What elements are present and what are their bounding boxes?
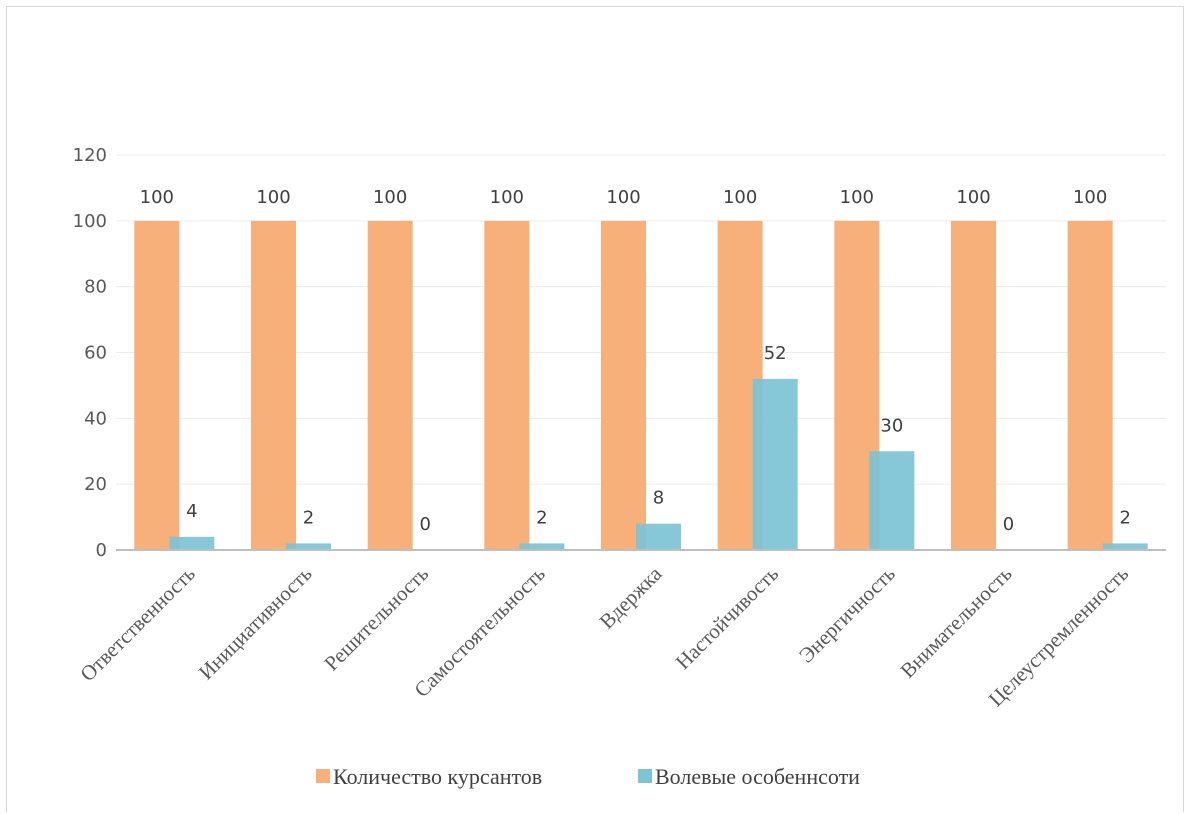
data-label-volevye: 2 — [536, 507, 547, 528]
y-tick-label: 100 — [73, 211, 107, 232]
bar-kolichestvo — [601, 220, 646, 551]
data-label-kolichestvo: 100 — [256, 187, 290, 208]
category-label: Решительность — [319, 562, 433, 676]
bar-kolichestvo — [484, 220, 530, 551]
category-label: Внимательность — [895, 562, 1016, 683]
bar-volevye — [169, 536, 215, 550]
data-label-volevye: 8 — [653, 488, 664, 509]
data-label-kolichestvo: 100 — [723, 187, 757, 208]
data-label-kolichestvo: 100 — [606, 187, 640, 208]
category-label: Энергичность — [794, 562, 900, 668]
data-label-volevye: 30 — [880, 415, 903, 436]
category-label: Вдержка — [595, 561, 667, 633]
bar-volevye — [869, 451, 915, 550]
bar-kolichestvo — [367, 220, 413, 551]
bar-volevye — [636, 523, 681, 550]
bar-kolichestvo — [1067, 220, 1113, 551]
category-label: Самостоятельность — [409, 562, 549, 702]
data-label-volevye: 2 — [303, 507, 314, 528]
bar-volevye — [519, 543, 565, 550]
data-label-kolichestvo: 100 — [373, 187, 407, 208]
bar-volevye — [1102, 543, 1148, 550]
data-label-kolichestvo: 100 — [840, 187, 874, 208]
y-tick-label: 60 — [84, 343, 107, 364]
legend-label: Волевые особеннсоти — [655, 764, 860, 789]
data-label-volevye: 0 — [419, 514, 430, 535]
bar-volevye — [286, 543, 331, 550]
data-label-kolichestvo: 100 — [140, 187, 174, 208]
bar-kolichestvo — [951, 220, 996, 551]
data-label-volevye: 52 — [764, 343, 787, 364]
legend-swatch — [316, 769, 330, 783]
category-label: Инициативность — [194, 562, 317, 685]
y-tick-label: 0 — [96, 540, 107, 561]
y-tick-label: 80 — [84, 277, 107, 298]
data-label-kolichestvo: 100 — [956, 187, 990, 208]
data-label-volevye: 4 — [186, 501, 197, 522]
data-label-volevye: 2 — [1119, 507, 1130, 528]
y-tick-label: 120 — [73, 145, 107, 166]
y-tick-label: 20 — [84, 474, 107, 495]
bar-kolichestvo — [251, 220, 296, 551]
y-tick-label: 40 — [84, 408, 107, 429]
legend-label: Количество курсантов — [333, 764, 542, 789]
data-label-kolichestvo: 100 — [1073, 187, 1107, 208]
category-label: Настойчивость — [671, 562, 784, 675]
bar-kolichestvo — [134, 220, 180, 551]
category-label: Ответственность — [75, 562, 200, 687]
legend-swatch — [638, 769, 652, 783]
data-label-volevye: 0 — [1003, 514, 1014, 535]
data-label-kolichestvo: 100 — [490, 187, 524, 208]
bar-volevye — [752, 378, 798, 550]
